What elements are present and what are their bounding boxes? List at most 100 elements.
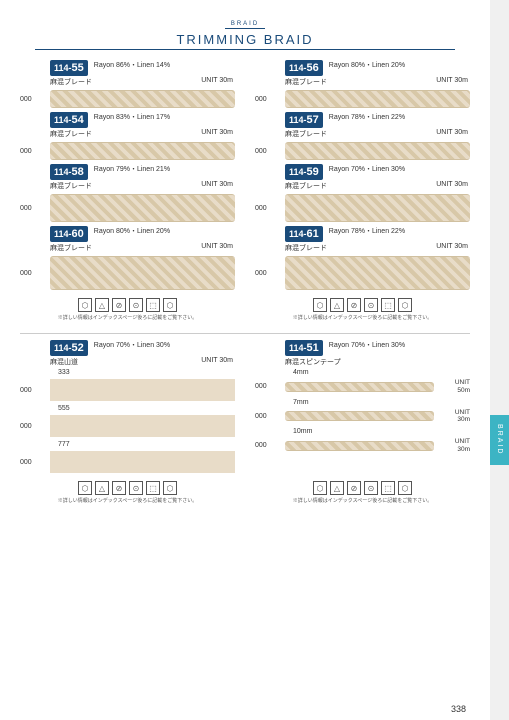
care-icon: ⊙ xyxy=(129,298,143,312)
product-item: 114-54 Rayon 83%・Linen 17% 麻混ブレード UNIT 3… xyxy=(20,112,235,160)
product-item: 114-58 Rayon 79%・Linen 21% 麻混ブレード UNIT 3… xyxy=(20,164,235,222)
color-code: 000 xyxy=(255,205,279,212)
braid-sample xyxy=(285,256,470,290)
unit-label: UNIT 30m xyxy=(436,181,468,191)
composition: Rayon 83%・Linen 17% xyxy=(94,112,235,122)
care-icon: ⬡ xyxy=(398,481,412,495)
unit-label: UNIT 30m xyxy=(436,77,468,87)
braid-sample xyxy=(285,411,434,421)
color-code: 000 xyxy=(20,270,44,277)
product-name: 麻混ブレード xyxy=(50,129,92,139)
color-code: 000 xyxy=(20,96,44,103)
composition: Rayon 78%・Linen 22% xyxy=(329,226,470,236)
care-icon: △ xyxy=(330,298,344,312)
color-code: 000 xyxy=(20,148,44,155)
care-icon: △ xyxy=(95,298,109,312)
color-code: 000 xyxy=(255,270,279,277)
braid-sample xyxy=(285,142,470,160)
composition: Rayon 70%・Linen 30% xyxy=(329,164,470,174)
care-icon: ⬚ xyxy=(381,298,395,312)
unit-label: UNIT 30m xyxy=(201,357,233,367)
product-code: 114-57 xyxy=(285,112,323,128)
product-name: 麻混山道 xyxy=(50,357,78,367)
composition: Rayon 70%・Linen 30% xyxy=(94,340,235,350)
braid-sample xyxy=(50,256,235,290)
page-header: BRAID TRIMMING BRAID xyxy=(20,12,470,50)
care-icon: △ xyxy=(330,481,344,495)
color-code: 000 xyxy=(20,387,44,394)
care-icon: ⊘ xyxy=(347,298,361,312)
care-icon: ⊘ xyxy=(112,481,126,495)
product-item: 114-55 Rayon 86%・Linen 14% 麻混ブレード UNIT 3… xyxy=(20,60,235,108)
care-note: ※詳しい情報はインデックスページ後ろに記載をご覧下さい。 xyxy=(20,497,235,504)
braid-sample xyxy=(285,90,470,108)
braid-sample xyxy=(50,142,235,160)
variant-label: 10mm xyxy=(293,428,470,435)
care-icons: ⬡△⊘⊙⬚⬡ xyxy=(20,298,235,312)
braid-sample xyxy=(285,382,434,392)
variant-unit: UNIT30m xyxy=(440,438,470,454)
composition: Rayon 80%・Linen 20% xyxy=(329,60,470,70)
unit-label: UNIT 30m xyxy=(201,77,233,87)
care-icons: ⬡△⊘⊙⬚⬡ xyxy=(20,481,235,495)
care-icon: ⬡ xyxy=(78,481,92,495)
product-item: 114-61 Rayon 78%・Linen 22% 麻混ブレード UNIT 3… xyxy=(255,226,470,290)
care-icon: ⊘ xyxy=(347,481,361,495)
composition: Rayon 79%・Linen 21% xyxy=(94,164,235,174)
product-code: 114-52 xyxy=(50,340,88,356)
care-icon: ⬡ xyxy=(313,481,327,495)
care-icon: ⬚ xyxy=(146,298,160,312)
product-code: 114-55 xyxy=(50,60,88,76)
care-icons: ⬡△⊘⊙⬚⬡ xyxy=(255,481,470,495)
composition: Rayon 80%・Linen 20% xyxy=(94,226,235,236)
product-code: 114-60 xyxy=(50,226,88,242)
color-code: 000 xyxy=(255,383,279,390)
care-icon: ⬡ xyxy=(163,481,177,495)
color-code: 000 xyxy=(255,442,279,449)
product-name: 麻混ブレード xyxy=(285,181,327,191)
unit-label: UNIT 30m xyxy=(201,243,233,253)
product-name: 麻混ブレード xyxy=(285,77,327,87)
color-code: 000 xyxy=(255,148,279,155)
product-grid: 114-55 Rayon 86%・Linen 14% 麻混ブレード UNIT 3… xyxy=(20,60,470,294)
braid-sample xyxy=(50,415,235,437)
variant-label: 555 xyxy=(58,405,235,412)
care-icon: ⬡ xyxy=(78,298,92,312)
product-code: 114-54 xyxy=(50,112,88,128)
braid-sample xyxy=(50,379,235,401)
care-icons: ⬡△⊘⊙⬚⬡ xyxy=(255,298,470,312)
product-item: 114-51 Rayon 70%・Linen 30% 麻混スピンテープ 4mm … xyxy=(255,340,470,454)
care-icon: ⊘ xyxy=(112,298,126,312)
product-name: 麻混ブレード xyxy=(50,243,92,253)
braid-sample xyxy=(285,194,470,222)
unit-label: UNIT 30m xyxy=(201,181,233,191)
variant-unit: UNIT30m xyxy=(440,409,470,425)
header-sub: BRAID xyxy=(225,21,265,29)
composition: Rayon 70%・Linen 30% xyxy=(329,340,470,350)
product-code: 114-61 xyxy=(285,226,323,242)
composition: Rayon 86%・Linen 14% xyxy=(94,60,235,70)
header-main: TRIMMING BRAID xyxy=(35,32,455,50)
product-item: 114-59 Rayon 70%・Linen 30% 麻混ブレード UNIT 3… xyxy=(255,164,470,222)
variant-label: 4mm xyxy=(293,369,470,376)
braid-sample xyxy=(50,451,235,473)
product-item: 114-56 Rayon 80%・Linen 20% 麻混ブレード UNIT 3… xyxy=(255,60,470,108)
unit-label: UNIT 30m xyxy=(436,243,468,253)
care-note: ※詳しい情報はインデックスページ後ろに記載をご覧下さい。 xyxy=(255,497,470,504)
care-icon: ⬡ xyxy=(313,298,327,312)
care-icon: ⬡ xyxy=(398,298,412,312)
product-name: 麻混ブレード xyxy=(285,243,327,253)
care-icon: △ xyxy=(95,481,109,495)
product-name: 麻混ブレード xyxy=(285,129,327,139)
side-tab-braid[interactable]: BRAID xyxy=(490,415,509,465)
care-icon: ⬡ xyxy=(163,298,177,312)
unit-label: UNIT 30m xyxy=(436,129,468,139)
care-note: ※詳しい情報はインデックスページ後ろに記載をご覧下さい。 xyxy=(20,314,235,321)
product-code: 114-58 xyxy=(50,164,88,180)
product-code: 114-51 xyxy=(285,340,323,356)
care-icon: ⬚ xyxy=(146,481,160,495)
care-note: ※詳しい情報はインデックスページ後ろに記載をご覧下さい。 xyxy=(255,314,470,321)
color-code: 000 xyxy=(20,423,44,430)
product-item: 114-52 Rayon 70%・Linen 30% 麻混山道 UNIT 30m… xyxy=(20,340,235,473)
variant-label: 7mm xyxy=(293,399,470,406)
